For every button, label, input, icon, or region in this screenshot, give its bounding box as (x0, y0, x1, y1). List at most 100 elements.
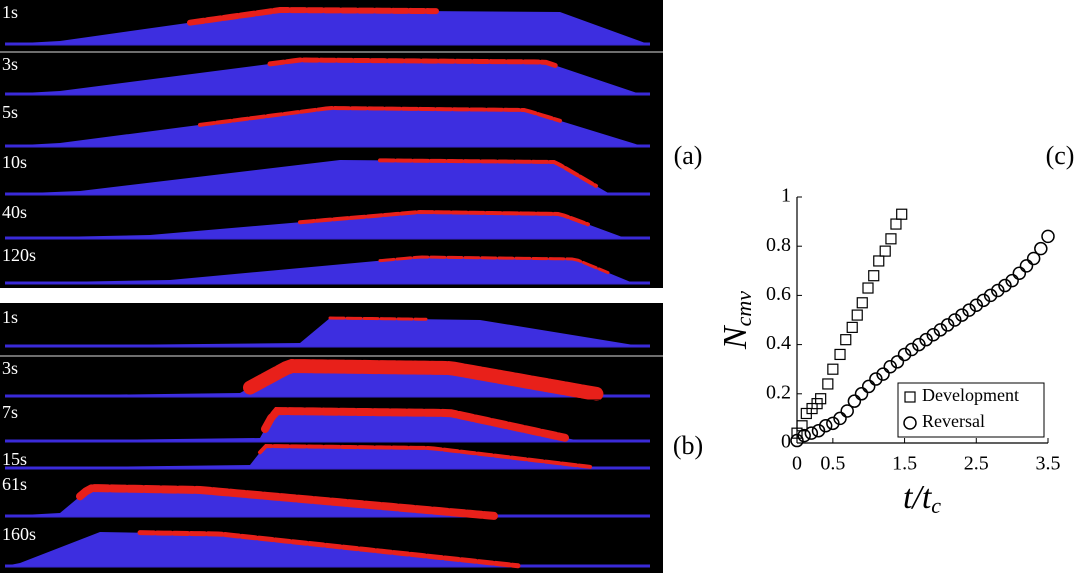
surface-layer (243, 359, 605, 402)
surface-layer (328, 316, 428, 321)
circle-marker (1026, 251, 1041, 266)
circle-marker (876, 367, 890, 381)
x-tick-label: 2.5 (964, 453, 989, 475)
circle-marker (904, 342, 919, 357)
x-axis-label: t/tc (903, 479, 941, 518)
square-marker (890, 218, 902, 230)
panel-letter: (c) (1046, 141, 1075, 170)
y-axis-label-main: N (717, 324, 754, 350)
y-tick-label: 0.2 (766, 381, 791, 403)
legend-marker (903, 416, 917, 430)
time-label: 1s (2, 307, 18, 327)
square-marker (851, 309, 863, 321)
circle-marker (797, 428, 811, 443)
circle-marker (991, 283, 1005, 298)
pile (5, 212, 625, 238)
time-label: 40s (2, 202, 27, 222)
panel-letter: (b) (673, 431, 703, 460)
circle-marker (948, 313, 962, 327)
time-label: 61s (2, 474, 27, 494)
pile (5, 108, 642, 146)
surface-layer (198, 106, 562, 127)
pile (5, 318, 640, 346)
circle-marker (804, 426, 819, 440)
pile (5, 160, 610, 194)
pile (5, 532, 520, 566)
circle-marker (790, 433, 804, 448)
circle-marker (869, 372, 883, 386)
circle-marker (983, 288, 998, 303)
x-tick-label: 0 (792, 453, 802, 475)
square-marker (815, 393, 827, 405)
square-marker (879, 245, 891, 257)
square-marker (885, 233, 897, 245)
y-tick-label: 0.8 (766, 234, 791, 256)
circle-marker (940, 318, 955, 332)
legend-label: Development (922, 385, 1019, 405)
circle-marker (1019, 259, 1034, 273)
circle-marker (840, 404, 854, 418)
circle-marker (976, 293, 991, 308)
pile (5, 257, 633, 283)
legend-box (897, 382, 1045, 438)
time-label: 160s (2, 524, 36, 544)
circle-marker (854, 387, 869, 401)
y-tick-label: 0.6 (766, 283, 791, 305)
y-tick-label: 0 (781, 431, 791, 453)
surface-layer (258, 444, 592, 469)
x-tick-label: 3.5 (1036, 453, 1061, 475)
snapshots: 1s 3s 5s 10s 40s 120s 1s 3s 7s 15s 61s 160s (0, 2, 663, 569)
circle-marker (847, 394, 862, 408)
surface-layer (378, 255, 610, 275)
circle-marker (897, 347, 912, 362)
circle-marker (919, 332, 933, 347)
circle-marker (811, 423, 826, 438)
surface-layer (187, 6, 439, 26)
y-tick-label: 0.4 (766, 332, 791, 354)
time-label: 1s (2, 2, 18, 22)
time-label: 3s (2, 54, 18, 74)
surface-layer (378, 158, 598, 188)
time-label: 10s (2, 152, 27, 172)
surface-layer (137, 530, 521, 569)
plot: 0 0.5 1.5 2.5 3.5 0 0.2 0.4 0.6 0.8 1 t/tc Ncmv Devel… (717, 185, 1061, 518)
square-marker (896, 208, 908, 220)
x-axis-label-sub: c (931, 493, 941, 518)
x-tick-label: 1.5 (892, 453, 917, 475)
circle-marker (926, 328, 941, 342)
circle-marker (1034, 241, 1048, 256)
surface-layer (267, 57, 561, 69)
y-axis-label: Ncmv (717, 291, 756, 350)
circle-marker (883, 359, 897, 374)
square-marker (868, 270, 880, 282)
panel-letter: (a) (674, 141, 703, 170)
circle-marker (969, 298, 984, 312)
time-label: 7s (2, 402, 18, 422)
x-axis-label-main: t/t (903, 479, 933, 516)
pile (5, 60, 640, 94)
square-marker (822, 378, 834, 390)
square-marker (846, 321, 858, 333)
square-marker (834, 348, 846, 361)
square-marker (862, 282, 874, 294)
circle-marker (833, 411, 847, 426)
circle-marker (1005, 273, 1019, 288)
pile (5, 10, 648, 44)
surface-layer (76, 484, 498, 520)
square-marker (840, 334, 852, 346)
surface-layer (261, 407, 569, 442)
circle-marker (1041, 229, 1055, 244)
circle-marker (826, 416, 840, 431)
circle-marker (962, 303, 976, 317)
circle-marker (1012, 266, 1027, 281)
pile (5, 411, 580, 441)
legend-marker (904, 391, 916, 403)
circle-marker (818, 419, 833, 433)
square-marker (827, 363, 839, 375)
square-marker (873, 255, 885, 267)
y-tick-label: 1 (781, 185, 791, 207)
surface-layer (298, 209, 590, 227)
legend-label: Reversal (922, 411, 985, 431)
time-label: 15s (2, 449, 27, 469)
